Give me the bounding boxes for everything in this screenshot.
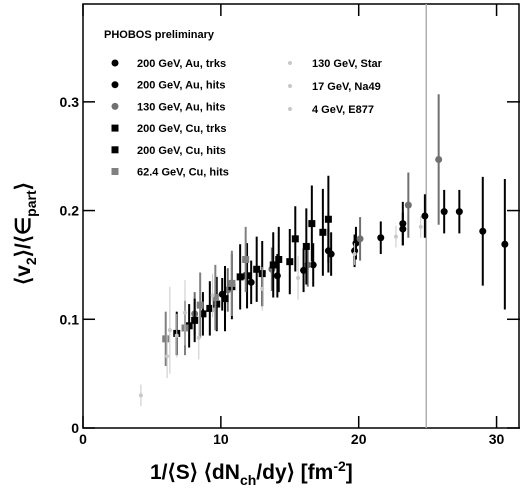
y-tick-label: 0.2 xyxy=(60,203,80,219)
square-marker xyxy=(324,215,332,223)
square-marker xyxy=(291,235,299,243)
circle-marker xyxy=(247,278,255,286)
circle-marker xyxy=(479,227,487,235)
circle-marker xyxy=(399,220,407,228)
small-marker xyxy=(167,328,172,333)
legend-label: 130 GeV, Au, hits xyxy=(137,101,225,113)
small-marker xyxy=(296,275,301,280)
circle-marker xyxy=(377,234,385,242)
circle-marker xyxy=(273,272,281,280)
square-marker xyxy=(206,304,214,312)
square-marker xyxy=(111,146,119,154)
x-label-sup: -2 xyxy=(333,458,346,474)
circle-marker xyxy=(111,81,119,89)
square-marker xyxy=(243,272,251,280)
circle-marker xyxy=(455,208,463,216)
legend-title: PHOBOS preliminary xyxy=(104,29,215,41)
legend-label: 4 GeV, E877 xyxy=(312,104,374,116)
square-marker xyxy=(228,279,236,287)
legend-label: 130 GeV, Star xyxy=(312,58,383,70)
square-marker xyxy=(242,255,250,263)
square-marker xyxy=(275,255,283,263)
legend-label: 200 GeV, Au, hits xyxy=(137,80,225,92)
x-label-part: /dy⟩ [fm xyxy=(256,461,333,484)
small-marker xyxy=(210,293,215,298)
square-marker xyxy=(302,242,310,250)
square-marker xyxy=(185,322,193,330)
legend-label: 200 GeV, Cu, hits xyxy=(137,145,226,157)
x-tick-label: 0 xyxy=(79,431,87,447)
square-marker xyxy=(111,124,119,132)
y-label-part: ⟩/⟨∈ xyxy=(12,217,35,258)
square-marker xyxy=(269,261,277,269)
y-tick-label: 0.1 xyxy=(60,311,80,327)
y-axis-label: ⟨v2⟩/⟨∈part⟩ xyxy=(12,182,39,285)
circle-marker xyxy=(356,235,364,243)
small-marker xyxy=(288,107,292,111)
legend-label: 17 GeV, Na49 xyxy=(312,81,381,93)
x-label-part: 1/⟨S⟩ ⟨dN xyxy=(150,461,240,484)
circle-marker xyxy=(309,261,317,269)
small-marker xyxy=(393,234,398,239)
square-marker xyxy=(199,310,207,318)
small-marker xyxy=(174,333,179,338)
square-marker xyxy=(111,168,119,175)
x-tick-label: 10 xyxy=(213,431,229,447)
circle-marker xyxy=(404,201,412,209)
square-marker xyxy=(253,265,261,273)
small-marker xyxy=(183,310,188,315)
small-marker xyxy=(288,84,292,88)
circle-marker xyxy=(304,261,312,269)
square-marker xyxy=(211,294,219,302)
square-marker xyxy=(286,258,294,266)
x-tick-label: 30 xyxy=(489,431,505,447)
square-marker xyxy=(221,295,229,303)
x-axis-label: 1/⟨S⟩ ⟨dNch/dy⟩ [fm-2] xyxy=(150,458,353,488)
legend-label: 62.4 GeV, Cu, hits xyxy=(137,167,229,179)
y-label-part: ⟨v xyxy=(12,265,35,285)
legend-label: 200 GeV, Cu, trks xyxy=(137,123,226,135)
y-tick-label: 0 xyxy=(71,420,79,436)
small-marker xyxy=(196,335,201,340)
small-marker xyxy=(352,252,357,257)
plot-frame xyxy=(82,3,520,429)
small-marker xyxy=(288,61,292,65)
circle-marker xyxy=(300,266,308,274)
square-marker xyxy=(191,316,199,324)
square-marker xyxy=(213,300,221,308)
y-label-part: ⟩ xyxy=(12,182,35,190)
circle-marker xyxy=(111,102,119,110)
y-label-sub: 2 xyxy=(23,257,39,265)
square-marker xyxy=(308,220,316,228)
small-marker xyxy=(260,286,265,291)
square-marker xyxy=(319,228,327,236)
x-label-part: ] xyxy=(346,461,353,484)
small-marker xyxy=(418,224,423,229)
small-marker xyxy=(165,354,170,359)
circle-marker xyxy=(501,240,509,248)
circle-marker xyxy=(421,212,429,220)
small-marker xyxy=(138,393,143,398)
circle-marker xyxy=(435,155,443,163)
square-marker xyxy=(196,301,204,309)
x-label-sub: ch xyxy=(240,472,256,488)
y-tick-label: 0.3 xyxy=(60,94,80,110)
square-marker xyxy=(236,273,244,281)
circle-marker xyxy=(440,208,448,216)
x-tick-label: 20 xyxy=(351,431,367,447)
circle-marker xyxy=(111,59,119,67)
square-marker xyxy=(162,335,170,343)
y-label-sub: part xyxy=(23,190,39,217)
legend-label: 200 GeV, Au, trks xyxy=(137,58,226,70)
